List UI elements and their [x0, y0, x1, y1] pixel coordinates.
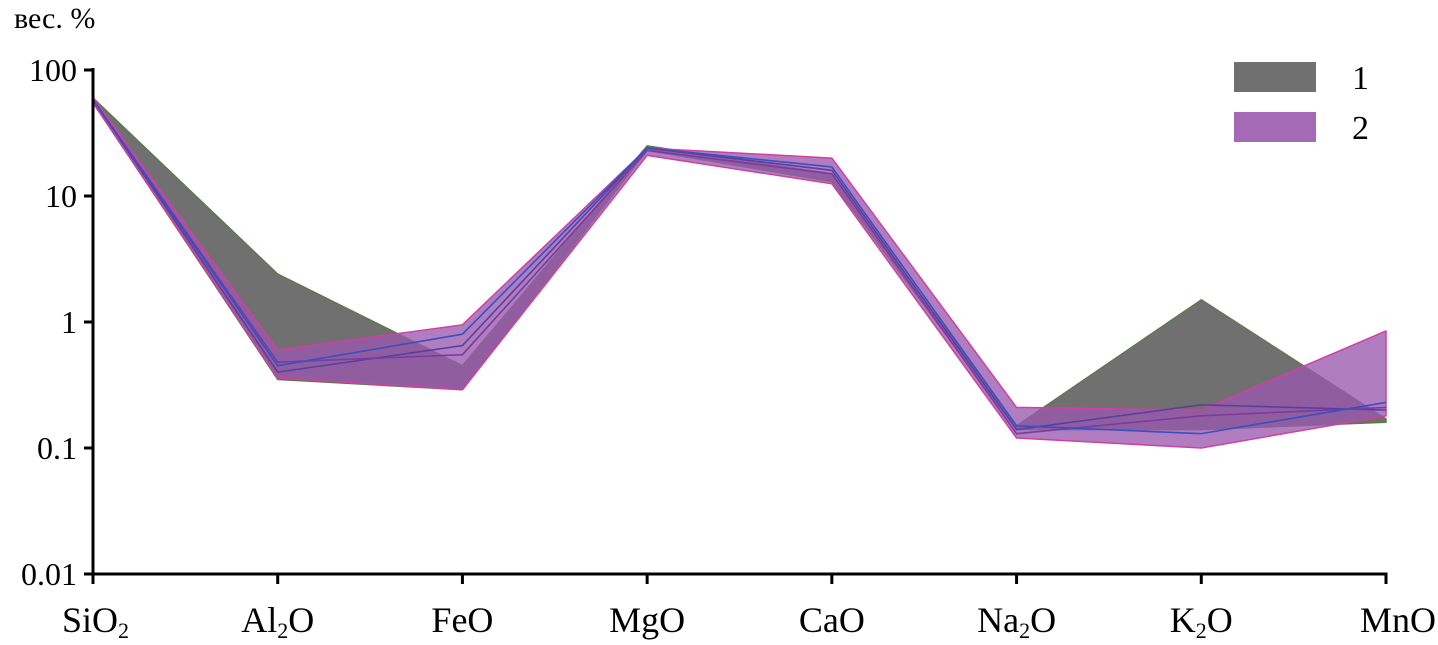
x-tick-label: MnO — [1360, 600, 1436, 640]
x-tick-label: K2O — [1170, 600, 1233, 643]
series-2-line-1 — [92, 99, 1387, 431]
legend-swatch — [1234, 112, 1316, 142]
y-tick-label: 0.01 — [21, 556, 77, 592]
series-2-band — [92, 97, 1387, 449]
y-axis-label: вес. % — [14, 2, 95, 35]
legend: 12 — [1234, 60, 1369, 147]
x-tick-label: Na2O — [977, 600, 1056, 643]
y-tick-label: 10 — [45, 178, 77, 214]
legend-swatch — [1234, 62, 1316, 92]
legend-label: 1 — [1352, 60, 1369, 97]
x-tick-label: CaO — [799, 600, 865, 640]
x-tick-label: FeO — [431, 600, 493, 640]
series-2-line-3 — [92, 99, 1387, 435]
y-tick-label: 0.1 — [37, 430, 77, 466]
x-tick-label: SiO2 — [62, 600, 129, 643]
series-bands — [92, 97, 1387, 449]
legend-label: 2 — [1352, 110, 1369, 147]
x-tick-label: Al2O — [241, 600, 314, 643]
x-tick-label: MgO — [609, 600, 685, 640]
series-1-band — [92, 97, 1387, 431]
y-tick-label: 100 — [29, 52, 77, 88]
axes: 100 10 1 0.1 0.01 SiO2 Al2O FeO MgO CaO Na2O K2O MnO — [21, 52, 1436, 643]
y-tick-label: 1 — [61, 304, 77, 340]
